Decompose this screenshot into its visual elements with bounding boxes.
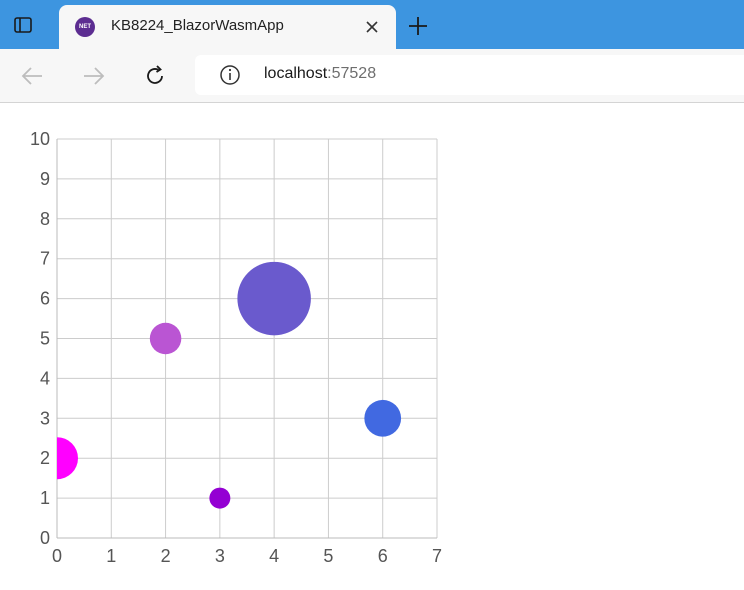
url-port: :57528	[327, 65, 377, 82]
navigation-bar: localhost:57528	[0, 49, 744, 103]
url-text[interactable]: localhost:57528	[264, 65, 376, 83]
x-tick-label: 7	[432, 546, 442, 566]
x-tick-label: 2	[161, 546, 171, 566]
x-tick-label: 5	[323, 546, 333, 566]
y-tick-label: 10	[30, 129, 50, 149]
x-tick-label: 1	[106, 546, 116, 566]
y-tick-label: 3	[40, 408, 50, 428]
bubble-point	[364, 399, 402, 437]
info-icon[interactable]	[219, 64, 241, 86]
y-tick-label: 5	[40, 329, 50, 349]
x-tick-label: 0	[52, 546, 62, 566]
y-tick-label: 4	[40, 368, 50, 388]
bubble-chart-svg: 0 1 2 3 4 5 6 7 8 9 10 0 1 2 3 4 5 6 7	[30, 129, 442, 566]
refresh-icon[interactable]	[140, 61, 170, 91]
y-tick-label: 0	[40, 528, 50, 548]
y-tick-label: 9	[40, 169, 50, 189]
address-bar[interactable]: localhost:57528	[195, 55, 744, 95]
bubble-point	[57, 437, 78, 480]
x-tick-label: 4	[269, 546, 279, 566]
bubble-point	[149, 322, 182, 355]
url-host: localhost	[264, 65, 328, 82]
bubble-point	[209, 487, 231, 509]
tab-active[interactable]: NET KB8224_BlazorWasmApp	[59, 5, 396, 49]
tab-title: KB8224_BlazorWasmApp	[111, 17, 284, 34]
close-icon[interactable]	[360, 15, 384, 39]
x-tick-label: 3	[215, 546, 225, 566]
y-tick-label: 1	[40, 488, 50, 508]
favicon-text: NET	[79, 24, 91, 30]
back-arrow-icon[interactable]	[17, 61, 47, 91]
forward-arrow-icon[interactable]	[79, 61, 109, 91]
window-icon[interactable]	[12, 14, 34, 36]
plus-icon[interactable]	[404, 12, 432, 40]
bubble-point	[237, 261, 311, 336]
x-tick-label: 6	[378, 546, 388, 566]
y-tick-label: 8	[40, 209, 50, 229]
bubble-chart: 0 1 2 3 4 5 6 7 8 9 10 0 1 2 3 4 5 6 7	[0, 103, 744, 590]
y-tick-label: 2	[40, 448, 50, 468]
y-tick-label: 7	[40, 249, 50, 269]
tab-strip: NET KB8224_BlazorWasmApp	[0, 0, 744, 49]
y-tick-label: 6	[40, 289, 50, 309]
dotnet-favicon-icon: NET	[75, 17, 95, 37]
